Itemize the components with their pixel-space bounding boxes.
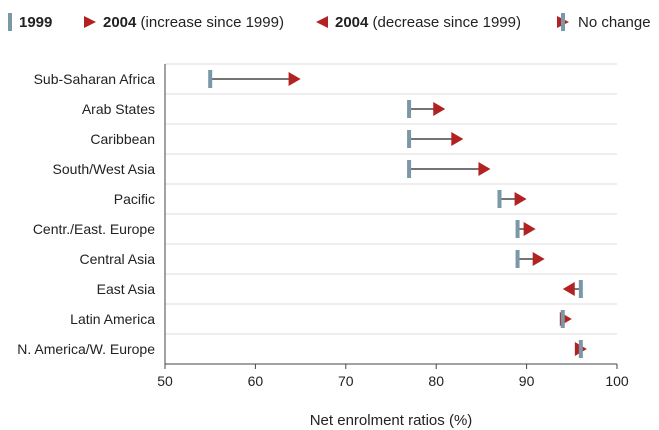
category-label: Pacific: [114, 191, 155, 207]
data-row: Sub-Saharan Africa: [34, 70, 301, 88]
x-tick-label: 100: [605, 373, 629, 389]
data-row: South/West Asia: [53, 160, 491, 178]
x-tick-label: 50: [157, 373, 173, 389]
category-label: Latin America: [70, 311, 155, 327]
category-label: Sub-Saharan Africa: [34, 71, 156, 87]
category-label: Caribbean: [90, 131, 155, 147]
marker-2004-increase: [532, 252, 545, 266]
marker-2004-increase: [288, 72, 301, 86]
x-axis-label: Net enrolment ratios (%): [310, 412, 473, 429]
marker-2004-increase: [451, 132, 464, 146]
category-label: South/West Asia: [53, 161, 156, 177]
marker-2004-increase: [478, 162, 491, 176]
legend-increase-marker: [84, 16, 96, 28]
category-label: Central Asia: [80, 251, 156, 267]
legend-decrease-year: 2004: [335, 13, 369, 31]
data-row: Central Asia: [80, 250, 545, 268]
data-row: Centr./East. Europe: [33, 220, 536, 238]
marker-1999: [407, 160, 412, 178]
legend-increase-text: (increase since 1999): [140, 13, 284, 31]
data-row: Latin America: [70, 310, 572, 328]
marker-1999: [497, 190, 502, 208]
legend-increase-year: 2004: [103, 13, 137, 31]
legend-1999-label: 1999: [19, 13, 53, 31]
marker-1999: [578, 280, 583, 298]
legend-decrease: 2004 (decrease since 1999): [315, 10, 521, 34]
marker-2004-increase: [433, 102, 446, 116]
category-label: Centr./East. Europe: [33, 221, 155, 237]
marker-1999: [560, 310, 565, 328]
marker-1999: [515, 250, 520, 268]
data-row: Caribbean: [90, 130, 464, 148]
legend-decrease-marker: [316, 16, 328, 28]
data-row: Pacific: [114, 190, 527, 208]
legend-1999: 1999: [8, 10, 52, 34]
category-label: Arab States: [82, 101, 155, 117]
marker-2004-increase: [514, 192, 527, 206]
marker-1999: [208, 70, 213, 88]
data-row: N. America/W. Europe: [17, 340, 587, 358]
x-tick-label: 70: [338, 373, 354, 389]
legend: 1999 2004 (increase since 1999) 2004 (de…: [8, 10, 658, 34]
marker-2004-decrease: [562, 282, 575, 296]
marker-1999: [407, 130, 412, 148]
legend-1999-marker: [8, 13, 12, 31]
legend-nochange-text: No change: [578, 13, 651, 31]
x-tick-label: 80: [428, 373, 444, 389]
x-tick-label: 90: [519, 373, 535, 389]
legend-nochange-marker: [557, 13, 569, 31]
legend-increase: 2004 (increase since 1999): [83, 10, 284, 34]
data-row: Arab States: [82, 100, 446, 118]
category-label: N. America/W. Europe: [17, 341, 155, 357]
legend-nochange: No change: [556, 10, 651, 34]
marker-1999: [407, 100, 412, 118]
marker-2004-increase: [523, 222, 536, 236]
legend-decrease-text: (decrease since 1999): [372, 13, 521, 31]
category-label: East Asia: [97, 281, 156, 297]
marker-1999: [515, 220, 520, 238]
data-row: East Asia: [97, 280, 583, 298]
marker-1999: [578, 340, 583, 358]
x-tick-label: 60: [248, 373, 264, 389]
